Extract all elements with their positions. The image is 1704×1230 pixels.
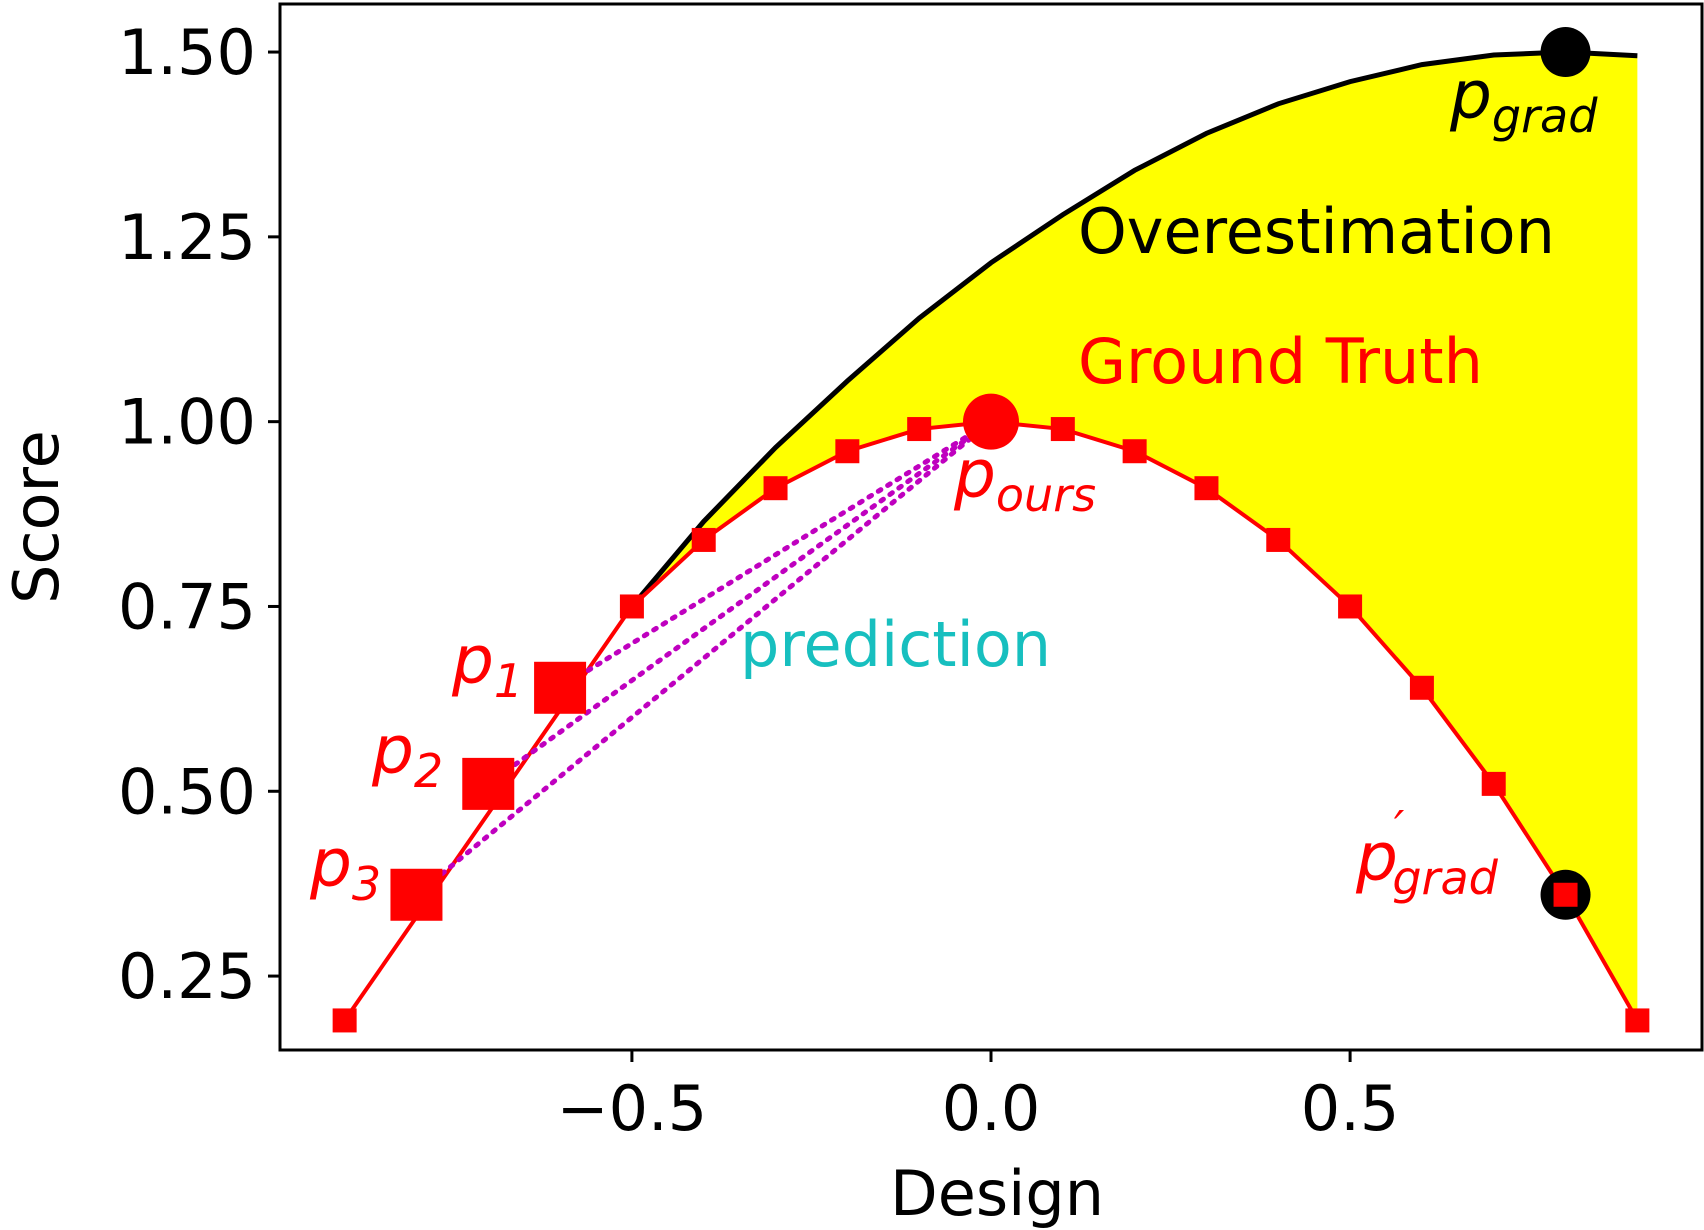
ground-truth-marker — [1266, 527, 1291, 552]
ground-truth-label: Ground Truth — [1078, 325, 1483, 398]
p1-marker — [534, 661, 587, 714]
ground-truth-marker — [1409, 675, 1434, 700]
y-tick-label: 1.00 — [118, 386, 256, 459]
p-ours-marker — [963, 393, 1019, 450]
ground-truth-marker — [1050, 417, 1075, 442]
y-tick-label: 0.75 — [118, 570, 256, 643]
x-axis-label: Design — [890, 1157, 1104, 1230]
p-grad-label: pgrad — [1449, 57, 1598, 143]
x-tick-label: −0.5 — [557, 1072, 708, 1145]
y-tick-label: 1.25 — [118, 201, 256, 274]
ground-truth-marker — [691, 527, 716, 552]
prediction-line-p1 — [557, 419, 994, 691]
ground-truth-marker — [763, 476, 788, 501]
ground-truth-marker — [619, 594, 644, 619]
ground-truth-marker — [835, 439, 860, 464]
p-grad-prime-inner-marker — [1553, 882, 1578, 907]
overestimation-line — [629, 49, 1638, 609]
prediction-label: prediction — [740, 608, 1051, 681]
ground-truth-marker — [332, 1008, 357, 1033]
y-tick-label: 0.25 — [118, 940, 256, 1013]
p-grad-marker — [1540, 27, 1591, 78]
prediction-line-p2 — [485, 419, 994, 787]
ground-truth-marker — [1481, 771, 1506, 796]
p2-label: p2 — [371, 712, 443, 798]
p-grad-prime-label: p′ grad — [1355, 801, 1499, 905]
p-ours-label: pours — [953, 436, 1096, 522]
x-tick-label: 0.0 — [942, 1072, 1041, 1145]
y-axis-label: Score — [0, 430, 73, 604]
ground-truth-marker — [1338, 594, 1363, 619]
overestimation-fill — [631, 52, 1638, 1021]
ground-truth-marker — [1625, 1008, 1650, 1033]
p3-label: p3 — [309, 825, 381, 911]
p2-marker — [462, 757, 515, 810]
ground-truth-line — [342, 419, 1640, 1022]
y-tick-label: 0.50 — [118, 755, 256, 828]
ground-truth-marker — [1194, 476, 1219, 501]
p3-marker — [390, 868, 443, 921]
overestimation-label: Overestimation — [1078, 195, 1555, 268]
y-tick-label: 1.50 — [118, 16, 256, 89]
p1-label: p1 — [451, 622, 523, 708]
x-tick-label: 0.5 — [1301, 1072, 1400, 1145]
annotations: Overestimation Ground Truth prediction p… — [309, 57, 1598, 911]
plot-area — [332, 27, 1650, 1033]
ground-truth-marker — [1122, 439, 1147, 464]
ground-truth-marker — [907, 417, 932, 442]
prediction-line-p3 — [413, 419, 994, 898]
